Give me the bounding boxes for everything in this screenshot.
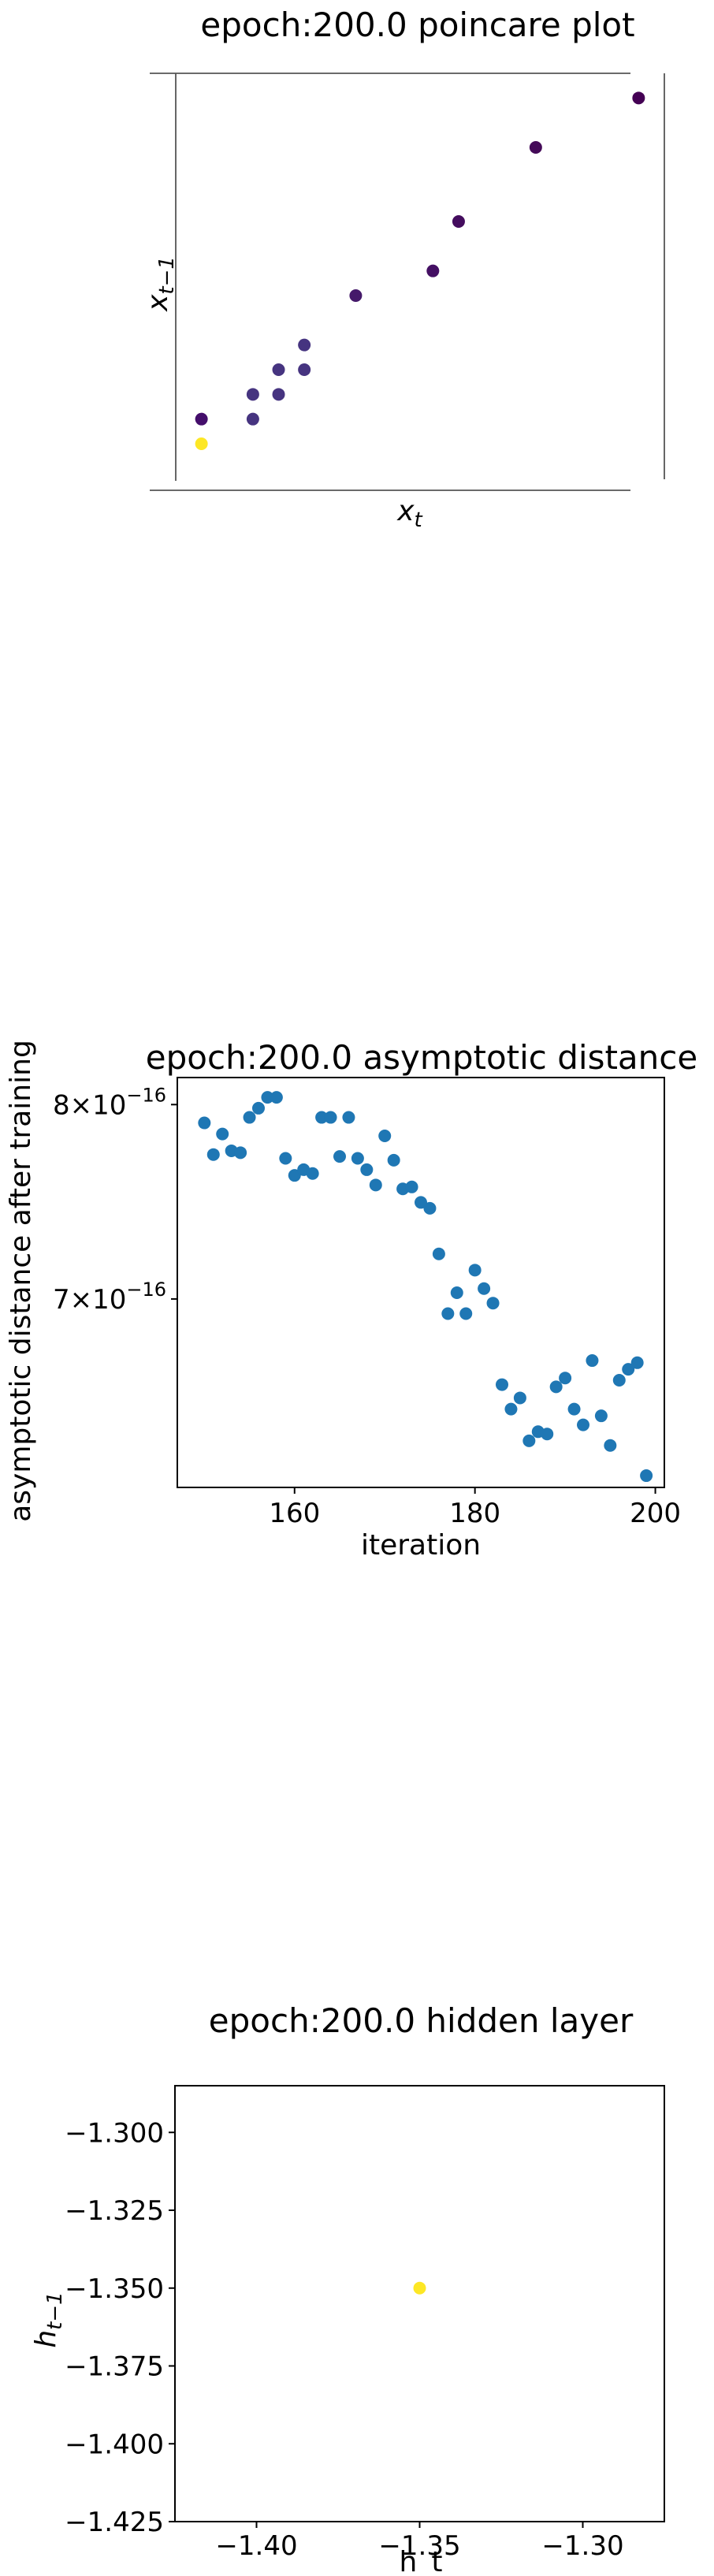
poincare-point	[246, 412, 259, 426]
asymptotic-point	[612, 1373, 626, 1387]
poincare-chart: epoch:200.0 poincare plot xt xt−1	[142, 6, 665, 532]
hidden-ytick-label: −1.375	[65, 2351, 164, 2383]
asymptotic-points	[198, 1091, 653, 1483]
asymptotic-point	[387, 1153, 400, 1167]
poincare-point	[298, 363, 311, 376]
asymptotic-point	[441, 1307, 455, 1320]
poincare-point	[349, 289, 363, 302]
asymptotic-axes-frame	[177, 1077, 665, 1488]
poincare-point	[272, 388, 285, 401]
poincare-point	[298, 338, 311, 352]
asymptotic-point	[206, 1148, 220, 1161]
asymptotic-point	[415, 1196, 427, 1209]
asymptotic-point	[315, 1111, 329, 1124]
asymptotic-point	[216, 1127, 229, 1141]
asymptotic-point	[468, 1264, 482, 1277]
asymptotic-chart: epoch:200.0 asymptotic distance 160 180 20…	[5, 1038, 697, 1562]
asymptotic-point	[270, 1091, 283, 1104]
asymptotic-xticks: 160 180 200	[269, 1487, 681, 1529]
hidden-yticks: −1.300 −1.325 −1.350 −1.375 −1.400 −1.425	[65, 2117, 175, 2538]
poincare-xlabel: xt	[396, 495, 422, 532]
asymptotic-point	[279, 1152, 292, 1165]
asymptotic-point	[306, 1167, 319, 1180]
asymptotic-point	[586, 1354, 599, 1368]
asymptotic-point	[640, 1469, 653, 1483]
asymptotic-point	[252, 1101, 265, 1115]
hidden-points	[413, 2281, 426, 2295]
asymptotic-point	[351, 1152, 364, 1165]
poincare-point	[529, 141, 542, 154]
asymptotic-point	[333, 1150, 346, 1163]
asymptotic-point	[378, 1129, 392, 1142]
asymptotic-point	[423, 1201, 437, 1215]
asymptotic-point	[450, 1286, 463, 1300]
asymptotic-point	[559, 1372, 572, 1385]
hidden-ylabel: ht−1	[30, 2291, 67, 2347]
asymptotic-point	[604, 1439, 617, 1452]
hidden-layer-chart: epoch:200.0 hidden layer −1.40 −1.35 −1.30…	[30, 2001, 665, 2576]
asymptotic-point	[504, 1402, 518, 1416]
asymptotic-point	[198, 1116, 211, 1130]
hidden-ytick-label: −1.425	[65, 2507, 164, 2538]
poincare-point	[452, 215, 465, 228]
asymptotic-point	[496, 1378, 508, 1391]
asymptotic-point	[630, 1356, 644, 1369]
poincare-ylabel: xt−1	[142, 256, 179, 312]
asymptotic-point	[360, 1163, 374, 1176]
poincare-point	[272, 363, 285, 376]
hidden-point	[413, 2281, 426, 2295]
asymptotic-xlabel: iteration	[361, 1529, 481, 1562]
asymptotic-point	[549, 1380, 563, 1394]
asymptotic-point	[541, 1428, 554, 1441]
asymptotic-point	[513, 1391, 526, 1405]
asymptotic-point	[342, 1111, 355, 1124]
hidden-xtick-label: −1.40	[215, 2530, 297, 2562]
hidden-ytick-label: −1.350	[65, 2273, 164, 2305]
poincare-point	[195, 437, 208, 450]
asymptotic-point	[486, 1297, 500, 1310]
asymptotic-point	[234, 1146, 247, 1160]
asymptotic-xtick-label: 200	[630, 1498, 681, 1529]
poincare-point	[246, 388, 259, 401]
asymptotic-title: epoch:200.0 asymptotic distance	[146, 1038, 697, 1077]
hidden-xtick-label: −1.35	[378, 2530, 460, 2562]
asymptotic-point	[243, 1111, 256, 1124]
hidden-ytick-label: −1.300	[65, 2117, 164, 2149]
asymptotic-xtick-label: 180	[449, 1498, 500, 1529]
asymptotic-ytick-label: 7×10−16	[53, 1279, 166, 1316]
hidden-xlabel: h_t	[400, 2546, 443, 2576]
asymptotic-point	[261, 1091, 274, 1104]
hidden-ytick-label: −1.400	[65, 2429, 164, 2460]
hidden-axes-frame	[174, 2085, 665, 2522]
asymptotic-ytick-label: 8×10−16	[53, 1084, 166, 1121]
asymptotic-point	[478, 1282, 491, 1295]
asymptotic-point	[567, 1402, 581, 1416]
asymptotic-point	[577, 1418, 589, 1431]
asymptotic-point	[369, 1178, 382, 1192]
asymptotic-point	[324, 1111, 337, 1124]
poincare-point	[426, 264, 440, 277]
asymptotic-point	[432, 1247, 445, 1260]
hidden-xtick-label: −1.30	[541, 2530, 623, 2562]
poincare-point	[195, 412, 208, 426]
asymptotic-point	[459, 1307, 473, 1320]
asymptotic-point	[622, 1363, 635, 1376]
asymptotic-point	[288, 1169, 301, 1182]
poincare-title: epoch:200.0 poincare plot	[200, 6, 634, 44]
hidden-ytick-label: −1.325	[65, 2195, 164, 2227]
hidden-xticks: −1.40 −1.35 −1.30	[215, 2522, 624, 2562]
asymptotic-point	[405, 1180, 418, 1193]
asymptotic-ylabel: asymptotic distance after training	[5, 1040, 37, 1522]
hidden-title: epoch:200.0 hidden layer	[209, 2001, 634, 2040]
asymptotic-yticks: 8×10−16 7×10−16	[53, 1084, 177, 1316]
asymptotic-point	[522, 1434, 536, 1447]
asymptotic-point	[594, 1409, 608, 1423]
poincare-point	[632, 91, 645, 105]
asymptotic-xtick-label: 160	[269, 1498, 320, 1529]
poincare-points	[195, 91, 645, 450]
